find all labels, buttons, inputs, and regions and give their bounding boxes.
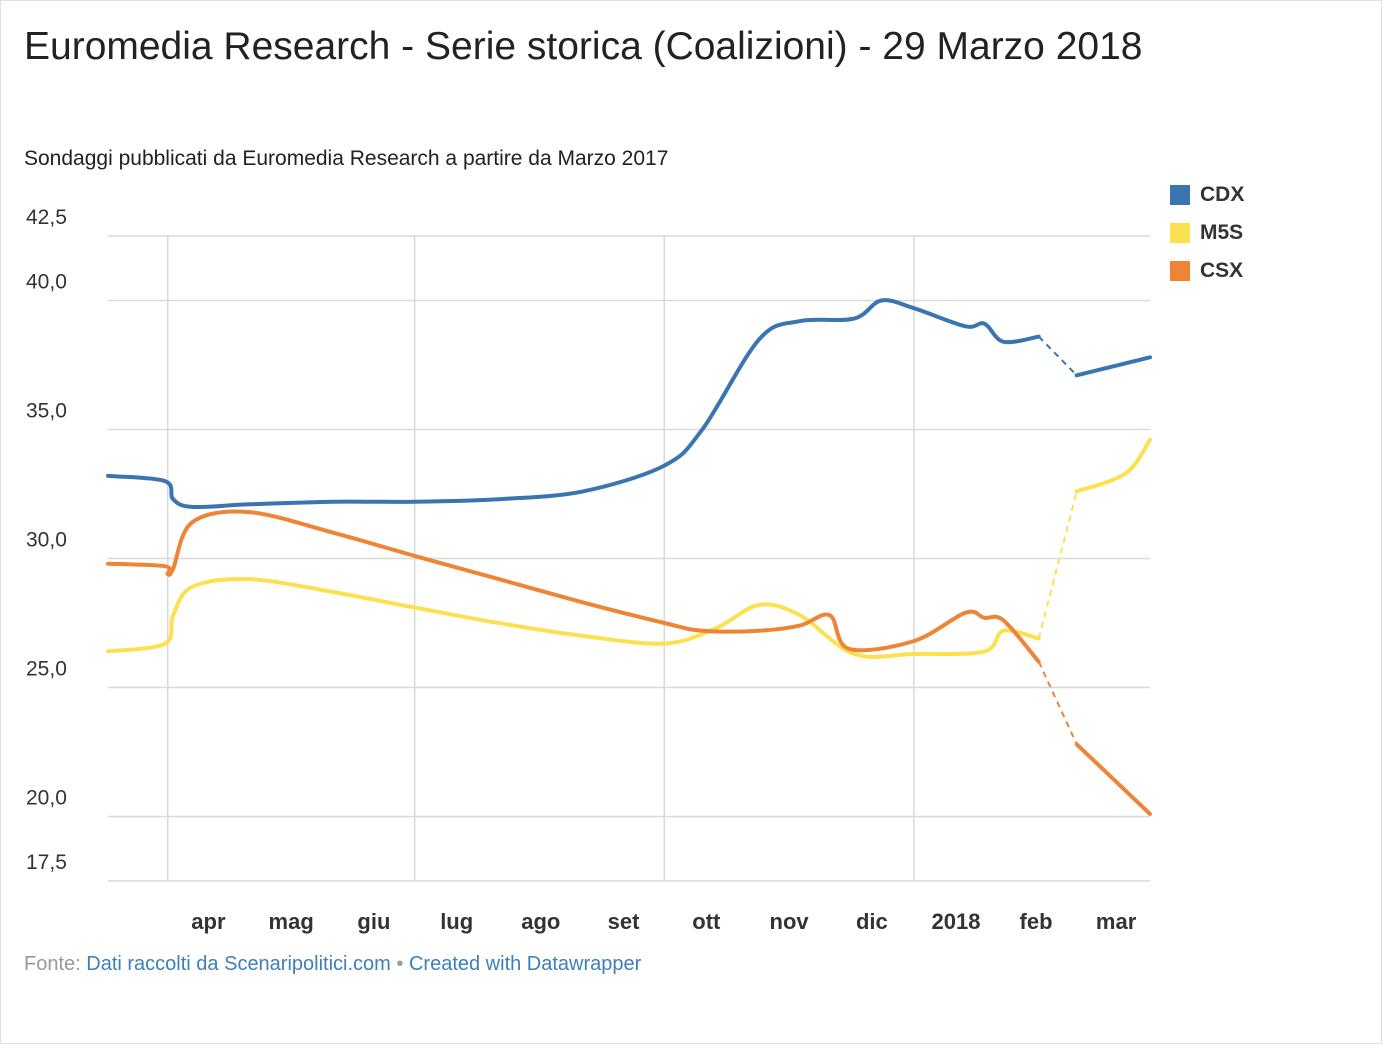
series-gap-cdx (1038, 335, 1078, 377)
x-tick-label: mar (1096, 909, 1137, 934)
legend-swatch-m5s (1170, 223, 1190, 243)
footer-separator: • (396, 953, 404, 975)
series-line-csx-latest (1074, 742, 1152, 816)
series-line-m5s (106, 576, 1041, 659)
legend-label-m5s: M5S (1200, 221, 1244, 244)
x-tick-label: nov (770, 909, 810, 934)
footer: Fonte: Dati raccolti da Scenaripolitici.… (24, 952, 641, 976)
legend-label-csx: CSX (1200, 259, 1244, 282)
series-line-cdx-latest (1074, 355, 1152, 378)
source-label: Fonte: (24, 953, 81, 975)
x-tick-label: mag (269, 909, 314, 934)
chart-subtitle: Sondaggi pubblicati da Euromedia Researc… (24, 147, 669, 170)
series-gap-csx (1037, 661, 1078, 745)
source-link[interactable]: Dati raccolti da Scenaripolitici.com (86, 953, 391, 975)
legend-swatch-csx (1170, 261, 1190, 281)
series-line-cdx (106, 298, 1041, 510)
series-line-csx (106, 509, 1041, 664)
legend-item-m5s: M5S (1170, 214, 1244, 252)
legend: CDX M5S CSX (1170, 176, 1244, 290)
x-tick-label: apr (191, 909, 226, 934)
x-tick-label: giu (357, 909, 390, 934)
x-tick-label: ott (692, 909, 721, 934)
y-tick-label: 25,0 (26, 658, 67, 681)
series-line-m5s-latest (1074, 437, 1152, 494)
y-tick-label: 40,0 (26, 271, 67, 294)
y-tick-label: 17,5 (26, 851, 67, 874)
x-tick-label: dic (856, 909, 888, 934)
legend-item-csx: CSX (1170, 252, 1244, 290)
y-tick-label: 30,0 (26, 529, 67, 552)
x-tick-label: ago (521, 909, 560, 934)
legend-swatch-cdx (1170, 185, 1190, 205)
series-gap-m5s (1037, 491, 1078, 639)
chart-title: Euromedia Research - Serie storica (Coal… (24, 25, 1143, 68)
legend-label-cdx: CDX (1200, 183, 1245, 206)
credit-link[interactable]: Created with Datawrapper (408, 953, 642, 975)
y-tick-label: 20,0 (26, 787, 67, 810)
y-tick-label: 35,0 (26, 400, 67, 423)
legend-item-cdx: CDX (1170, 176, 1244, 214)
x-tick-label: feb (1020, 909, 1053, 934)
y-tick-label: 42,5 (26, 206, 67, 229)
x-tick-label: 2018 (932, 909, 981, 934)
x-tick-label: set (608, 909, 640, 934)
x-tick-label: lug (440, 909, 473, 934)
